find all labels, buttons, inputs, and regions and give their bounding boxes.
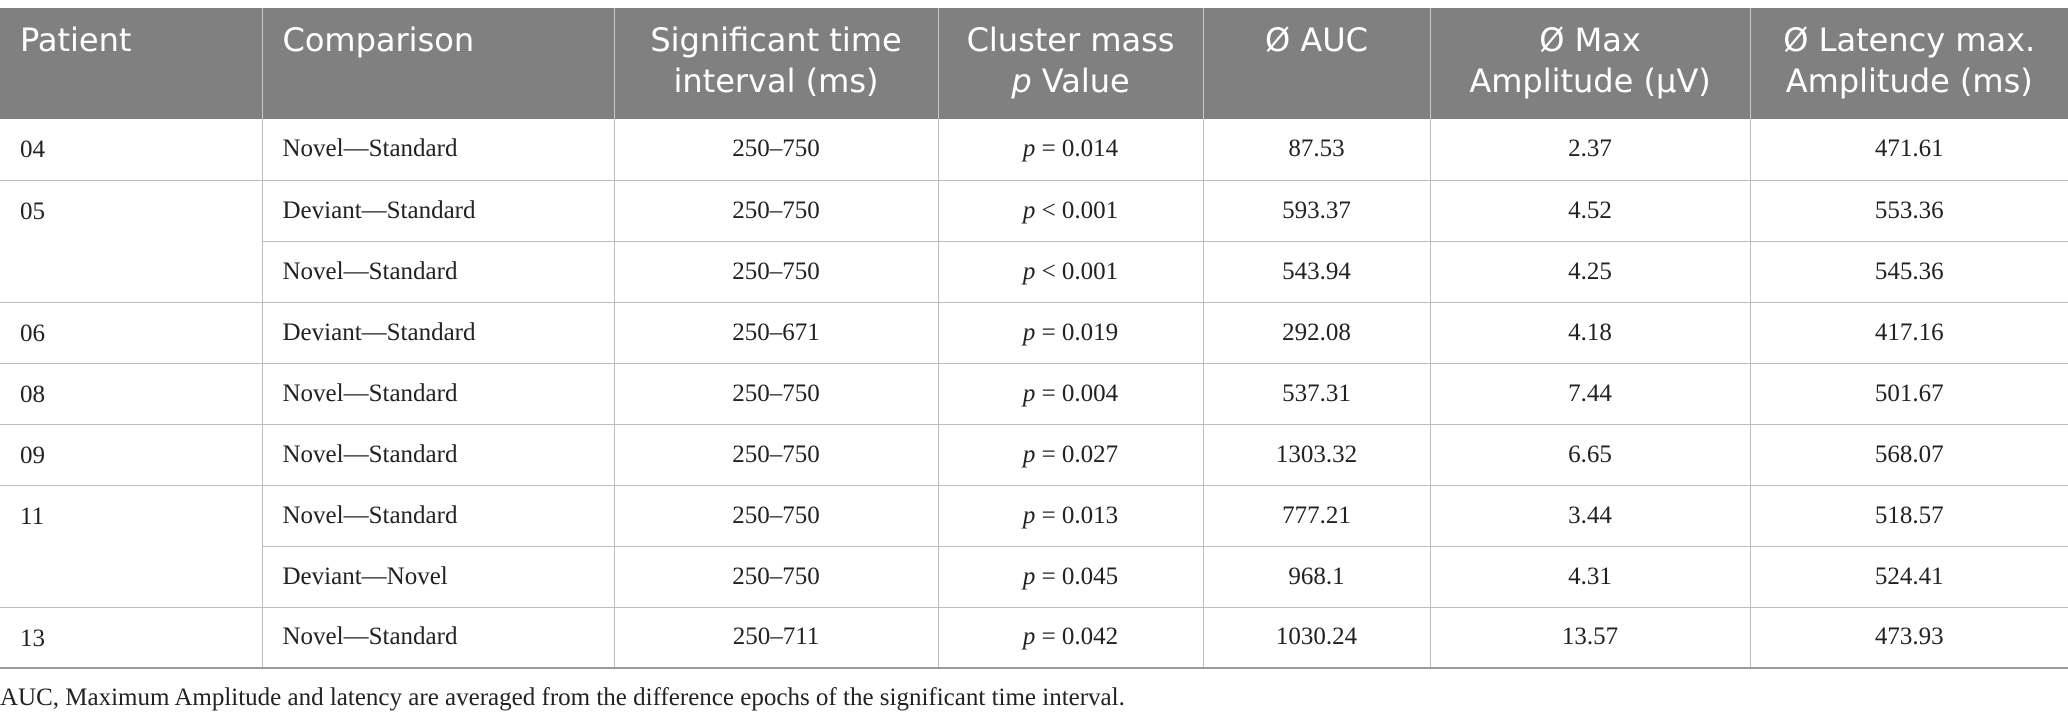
cell-max-amplitude: 4.52 <box>1430 180 1751 242</box>
header-latency: Ø Latency max. Amplitude (ms) <box>1750 8 2068 119</box>
cell-latency: 501.67 <box>1750 363 2068 425</box>
header-auc: Ø AUC <box>1203 8 1431 119</box>
cell-latency: 473.93 <box>1750 607 2068 669</box>
table-row: 06 Deviant—Standard 250–671 p = 0.019 29… <box>0 302 2068 364</box>
cell-auc: 1030.24 <box>1203 607 1431 669</box>
cell-interval: 250–750 <box>614 241 939 303</box>
table-row: 08 Novel—Standard 250–750 p = 0.004 537.… <box>0 363 2068 425</box>
header-patient: Patient <box>0 8 263 119</box>
cell-max-amplitude: 13.57 <box>1430 607 1751 669</box>
cell-patient: 09 <box>0 424 263 486</box>
cell-patient: 13 <box>0 607 263 669</box>
cell-interval: 250–750 <box>614 546 939 608</box>
cell-auc: 87.53 <box>1203 119 1431 181</box>
cell-comparison: Novel—Standard <box>262 424 615 486</box>
cell-interval: 250–750 <box>614 424 939 486</box>
header-interval: Significant time interval (ms) <box>614 8 939 119</box>
cell-max-amplitude: 2.37 <box>1430 119 1751 181</box>
cell-p-value: p = 0.019 <box>938 302 1204 364</box>
cell-comparison: Novel—Standard <box>262 485 615 547</box>
cell-max-amplitude: 6.65 <box>1430 424 1751 486</box>
results-table: Patient Comparison Significant time inter… <box>0 8 2068 669</box>
table-row: 05 Deviant—Standard 250–750 p < 0.001 59… <box>0 180 2068 303</box>
table-row: Deviant—Novel 250–750 p = 0.045 968.1 4.… <box>0 546 2068 608</box>
cell-interval: 250–711 <box>614 607 939 669</box>
cell-max-amplitude: 4.25 <box>1430 241 1751 303</box>
cell-interval: 250–750 <box>614 180 939 242</box>
header-comparison: Comparison <box>262 8 615 119</box>
table-row: 11 Novel—Standard 250–750 p = 0.013 777.… <box>0 485 2068 608</box>
cell-latency: 417.16 <box>1750 302 2068 364</box>
cell-comparison: Novel—Standard <box>262 363 615 425</box>
cell-max-amplitude: 7.44 <box>1430 363 1751 425</box>
cell-p-value: p = 0.042 <box>938 607 1204 669</box>
cell-patient: 04 <box>0 119 263 181</box>
cell-max-amplitude: 4.31 <box>1430 546 1751 608</box>
cell-comparison: Novel—Standard <box>262 607 615 669</box>
cell-auc: 777.21 <box>1203 485 1431 547</box>
cell-interval: 250–750 <box>614 485 939 547</box>
cell-interval: 250–671 <box>614 302 939 364</box>
cell-latency: 518.57 <box>1750 485 2068 547</box>
cell-p-value: p = 0.027 <box>938 424 1204 486</box>
cell-latency: 568.07 <box>1750 424 2068 486</box>
cell-comparison: Deviant—Novel <box>262 546 615 608</box>
cell-p-value: p = 0.014 <box>938 119 1204 181</box>
table-row: 13 Novel—Standard 250–711 p = 0.042 1030… <box>0 607 2068 669</box>
cell-comparison: Novel—Standard <box>262 119 615 181</box>
header-row: Patient Comparison Significant time inter… <box>0 8 2068 119</box>
cell-auc: 1303.32 <box>1203 424 1431 486</box>
cell-auc: 543.94 <box>1203 241 1431 303</box>
cell-comparison: Deviant—Standard <box>262 302 615 364</box>
cell-comparison: Deviant—Standard <box>262 180 615 242</box>
cell-patient: 05 <box>0 180 263 303</box>
cell-latency: 545.36 <box>1750 241 2068 303</box>
cell-p-value: p = 0.004 <box>938 363 1204 425</box>
cell-p-value: p = 0.013 <box>938 485 1204 547</box>
table-row: Novel—Standard 250–750 p < 0.001 543.94 … <box>0 241 2068 303</box>
results-table-container: Patient Comparison Significant time inter… <box>0 8 2068 669</box>
cell-latency: 471.61 <box>1750 119 2068 181</box>
cell-latency: 553.36 <box>1750 180 2068 242</box>
cell-auc: 968.1 <box>1203 546 1431 608</box>
table-row: 09 Novel—Standard 250–750 p = 0.027 1303… <box>0 424 2068 486</box>
cell-patient: 08 <box>0 363 263 425</box>
cell-max-amplitude: 4.18 <box>1430 302 1751 364</box>
cell-p-value: p = 0.045 <box>938 546 1204 608</box>
header-cluster-p: Cluster mass p Value <box>938 8 1204 119</box>
cell-patient: 11 <box>0 485 263 608</box>
table-footnote: AUC, Maximum Amplitude and latency are a… <box>0 684 1125 711</box>
cell-latency: 524.41 <box>1750 546 2068 608</box>
cell-patient: 06 <box>0 302 263 364</box>
table-header: Patient Comparison Significant time inter… <box>0 8 2068 119</box>
header-max-amplitude: Ø Max Amplitude (µV) <box>1430 8 1751 119</box>
cell-interval: 250–750 <box>614 119 939 181</box>
cell-auc: 593.37 <box>1203 180 1431 242</box>
cell-p-value: p < 0.001 <box>938 180 1204 242</box>
cell-auc: 292.08 <box>1203 302 1431 364</box>
cell-auc: 537.31 <box>1203 363 1431 425</box>
cell-comparison: Novel—Standard <box>262 241 615 303</box>
table-body: 04 Novel—Standard 250–750 p = 0.014 87.5… <box>0 119 2068 669</box>
cell-p-value: p < 0.001 <box>938 241 1204 303</box>
cell-max-amplitude: 3.44 <box>1430 485 1751 547</box>
table-row: 04 Novel—Standard 250–750 p = 0.014 87.5… <box>0 119 2068 181</box>
cell-interval: 250–750 <box>614 363 939 425</box>
